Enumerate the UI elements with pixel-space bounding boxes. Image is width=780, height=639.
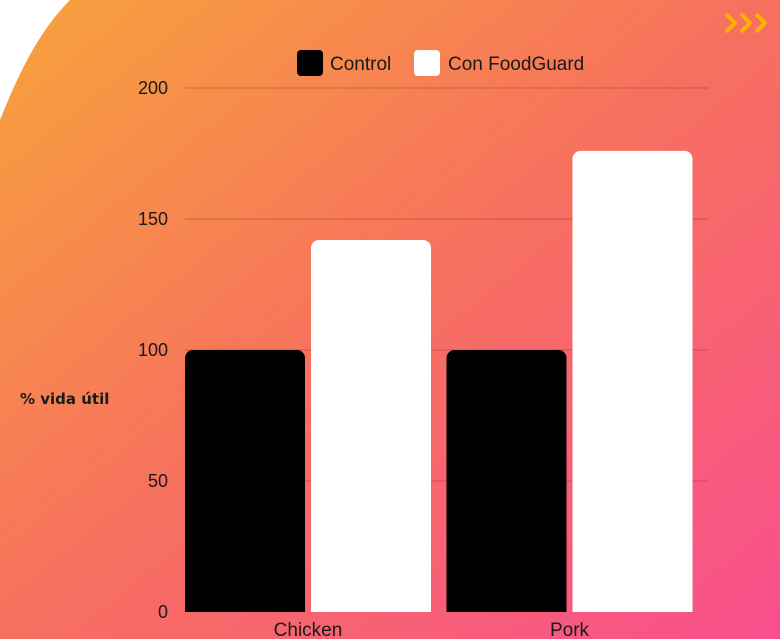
y-axis-label: % vida útil xyxy=(20,390,109,408)
bar-chicken-foodguard xyxy=(311,239,431,612)
bar-chicken-control xyxy=(185,350,305,612)
legend: Control Con FoodGuard xyxy=(297,50,584,76)
legend-swatch xyxy=(297,50,323,76)
y-tick-label: 0 xyxy=(158,602,168,622)
bar-base xyxy=(446,604,567,612)
y-tick-label: 150 xyxy=(138,209,168,229)
legend-swatch xyxy=(414,50,440,76)
bar-pork-control xyxy=(446,350,567,612)
y-tick-label: 200 xyxy=(138,78,168,98)
y-tick-label: 100 xyxy=(138,340,168,360)
bar-base xyxy=(311,604,431,612)
legend-label: Con FoodGuard xyxy=(448,54,584,75)
bars xyxy=(185,150,693,612)
category-label: Chicken xyxy=(274,620,343,639)
triple-chevron-right-icon xyxy=(724,12,767,34)
legend-label: Control xyxy=(330,54,391,75)
bar-base xyxy=(572,604,693,612)
bar-pork-foodguard xyxy=(572,150,693,612)
bar-base xyxy=(185,604,305,612)
category-labels: Chicken Pork xyxy=(274,620,590,639)
category-label: Pork xyxy=(550,620,590,639)
y-tick-labels: 0 50 100 150 200 xyxy=(138,78,168,622)
y-tick-label: 50 xyxy=(148,471,168,491)
